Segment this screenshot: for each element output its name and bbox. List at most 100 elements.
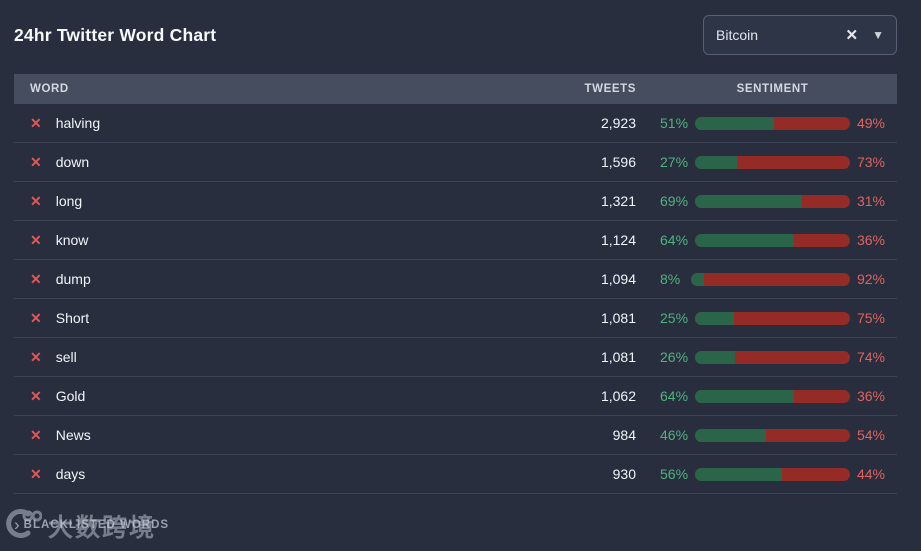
chevron-down-icon[interactable]: ▼ bbox=[872, 28, 884, 42]
remove-word-icon[interactable]: ✕ bbox=[30, 466, 42, 482]
sentiment-cell: 51% 49% bbox=[660, 115, 885, 131]
word-label: long bbox=[55, 193, 83, 209]
sentiment-bar bbox=[695, 428, 850, 442]
tweet-count: 1,321 bbox=[600, 193, 636, 209]
word-label: sell bbox=[55, 349, 77, 365]
tweets-cell: 1,094 bbox=[536, 271, 636, 287]
clear-filter-icon[interactable]: ✕ bbox=[845, 27, 859, 44]
word-cell: ✕ halving bbox=[30, 115, 536, 131]
word-label: Short bbox=[55, 310, 90, 326]
sentiment-bar bbox=[695, 389, 850, 403]
tweet-count: 930 bbox=[612, 466, 636, 482]
word-chart-table: WORD TWEETS SENTIMENT ✕ halving 2,923 51… bbox=[14, 74, 897, 494]
word-cell: ✕ dump bbox=[30, 271, 536, 287]
table-row: ✕ days 930 56% 44% bbox=[14, 455, 897, 494]
sentiment-bar-positive bbox=[691, 272, 704, 286]
sentiment-bar bbox=[695, 155, 850, 169]
positive-percent: 51% bbox=[660, 115, 689, 131]
word-label: News bbox=[55, 427, 91, 443]
word-label: Gold bbox=[55, 388, 86, 404]
sentiment-cell: 64% 36% bbox=[660, 388, 885, 404]
table-row: ✕ Gold 1,062 64% 36% bbox=[14, 377, 897, 416]
negative-percent: 73% bbox=[856, 154, 885, 170]
negative-percent: 75% bbox=[856, 310, 885, 326]
negative-percent: 92% bbox=[856, 271, 885, 287]
positive-percent: 27% bbox=[660, 154, 689, 170]
sentiment-bar-positive bbox=[695, 194, 802, 208]
remove-word-icon[interactable]: ✕ bbox=[30, 427, 42, 443]
table-row: ✕ know 1,124 64% 36% bbox=[14, 221, 897, 260]
sentiment-bar-positive bbox=[695, 155, 737, 169]
tweets-cell: 1,321 bbox=[536, 193, 636, 209]
tweet-count: 1,081 bbox=[600, 310, 636, 326]
sentiment-bar bbox=[695, 467, 850, 481]
sentiment-cell: 64% 36% bbox=[660, 232, 885, 248]
word-label: halving bbox=[55, 115, 101, 131]
sentiment-bar bbox=[695, 116, 850, 130]
sentiment-bar-positive bbox=[695, 311, 734, 325]
positive-percent: 46% bbox=[660, 427, 689, 443]
page-title: 24hr Twitter Word Chart bbox=[14, 24, 217, 45]
blacklisted-words-toggle[interactable]: › BLACKLISTED WORDS bbox=[14, 516, 921, 533]
sentiment-bar bbox=[695, 233, 850, 247]
word-cell: ✕ sell bbox=[30, 349, 536, 365]
remove-word-icon[interactable]: ✕ bbox=[30, 349, 42, 365]
negative-percent: 54% bbox=[856, 427, 885, 443]
table-row: ✕ Short 1,081 25% 75% bbox=[14, 299, 897, 338]
positive-percent: 69% bbox=[660, 193, 689, 209]
negative-percent: 44% bbox=[856, 466, 885, 482]
tweet-count: 1,124 bbox=[600, 232, 636, 248]
tweet-count: 984 bbox=[612, 427, 636, 443]
negative-percent: 36% bbox=[856, 232, 885, 248]
sentiment-cell: 8% 92% bbox=[660, 271, 885, 287]
sentiment-cell: 27% 73% bbox=[660, 154, 885, 170]
table-row: ✕ dump 1,094 8% 92% bbox=[14, 260, 897, 299]
column-header-tweets: TWEETS bbox=[584, 83, 636, 95]
sentiment-bar-positive bbox=[695, 233, 795, 247]
word-cell: ✕ days bbox=[30, 466, 536, 482]
sentiment-cell: 25% 75% bbox=[660, 310, 885, 326]
word-label: dump bbox=[55, 271, 91, 287]
remove-word-icon[interactable]: ✕ bbox=[30, 154, 42, 170]
tweets-cell: 984 bbox=[536, 427, 636, 443]
word-cell: ✕ know bbox=[30, 232, 536, 248]
table-body: ✕ halving 2,923 51% 49% ✕ down 1,596 27%… bbox=[14, 104, 897, 494]
tweet-count: 1,081 bbox=[600, 349, 636, 365]
remove-word-icon[interactable]: ✕ bbox=[30, 310, 42, 326]
tweets-cell: 1,124 bbox=[536, 232, 636, 248]
sentiment-cell: 46% 54% bbox=[660, 427, 885, 443]
sentiment-cell: 69% 31% bbox=[660, 193, 885, 209]
word-cell: ✕ down bbox=[30, 154, 536, 170]
tweet-count: 1,062 bbox=[600, 388, 636, 404]
word-cell: ✕ News bbox=[30, 427, 536, 443]
sentiment-bar-positive bbox=[695, 428, 767, 442]
blacklisted-words-label[interactable]: BLACKLISTED WORDS bbox=[23, 518, 170, 531]
remove-word-icon[interactable]: ✕ bbox=[30, 388, 42, 404]
negative-percent: 49% bbox=[856, 115, 885, 131]
tweets-cell: 1,081 bbox=[536, 310, 636, 326]
negative-percent: 31% bbox=[856, 193, 885, 209]
positive-percent: 26% bbox=[660, 349, 689, 365]
negative-percent: 36% bbox=[856, 388, 885, 404]
remove-word-icon[interactable]: ✕ bbox=[30, 232, 42, 248]
sentiment-bar-positive bbox=[695, 116, 775, 130]
table-row: ✕ long 1,321 69% 31% bbox=[14, 182, 897, 221]
remove-word-icon[interactable]: ✕ bbox=[30, 193, 42, 209]
column-header-word: WORD bbox=[30, 83, 69, 95]
tweets-cell: 1,081 bbox=[536, 349, 636, 365]
tweets-cell: 1,062 bbox=[536, 388, 636, 404]
table-header: WORD TWEETS SENTIMENT bbox=[14, 74, 897, 104]
sentiment-bar bbox=[695, 194, 850, 208]
chevron-right-icon[interactable]: › bbox=[14, 515, 20, 534]
remove-word-icon[interactable]: ✕ bbox=[30, 271, 42, 287]
sentiment-bar bbox=[695, 350, 850, 364]
positive-percent: 25% bbox=[660, 310, 689, 326]
remove-word-icon[interactable]: ✕ bbox=[30, 115, 42, 131]
column-header-sentiment: SENTIMENT bbox=[736, 83, 809, 95]
table-row: ✕ halving 2,923 51% 49% bbox=[14, 104, 897, 143]
coin-filter-select[interactable]: Bitcoin ✕ ▼ bbox=[703, 15, 897, 55]
top-bar: 24hr Twitter Word Chart Bitcoin ✕ ▼ bbox=[0, 0, 921, 55]
word-label: know bbox=[55, 232, 89, 248]
coin-filter-value: Bitcoin bbox=[716, 27, 759, 43]
tweet-count: 1,596 bbox=[600, 154, 636, 170]
